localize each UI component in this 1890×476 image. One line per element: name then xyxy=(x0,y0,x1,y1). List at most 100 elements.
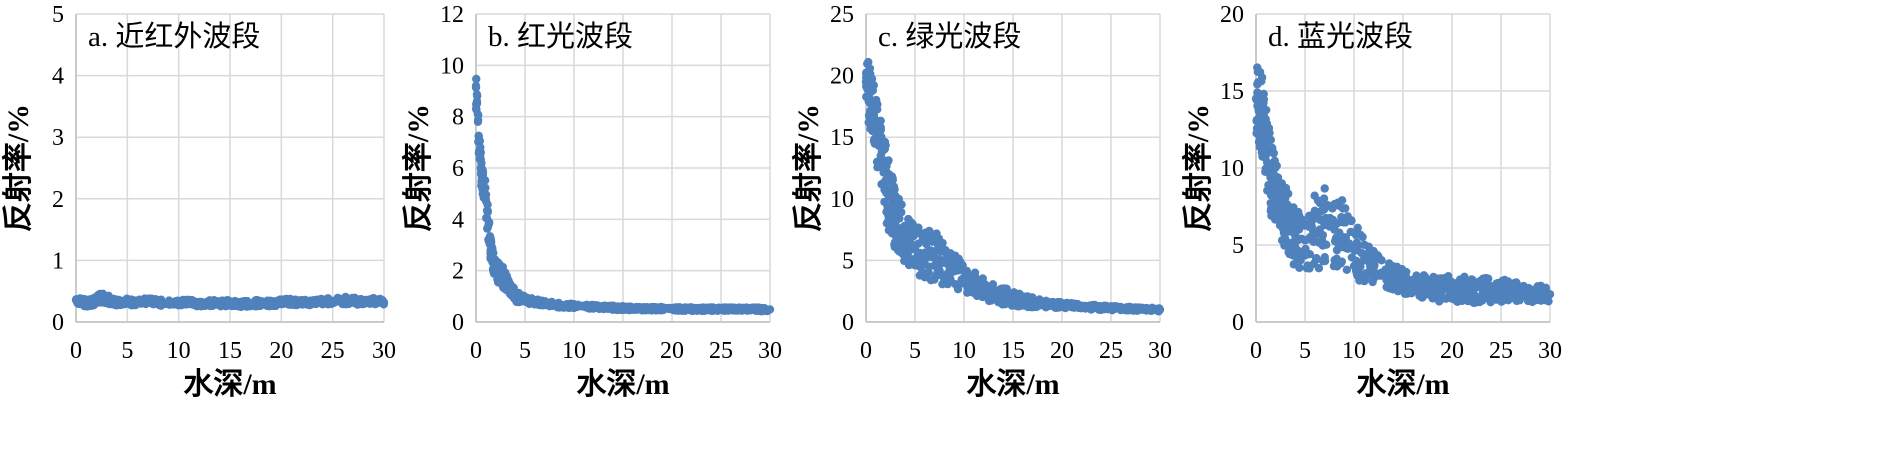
scatter-point xyxy=(908,219,917,229)
scatter-point xyxy=(1310,191,1319,200)
scatter-point xyxy=(349,296,358,306)
scatter-point xyxy=(876,151,885,160)
scatter-point xyxy=(1251,94,1261,103)
scatter-point xyxy=(1482,293,1492,302)
x-tick-label: 25 xyxy=(321,338,345,364)
scatter-point xyxy=(486,245,495,255)
y-tick-label: 2 xyxy=(52,187,64,213)
y-tick-label: 12 xyxy=(440,2,464,28)
scatter-point xyxy=(1276,202,1285,211)
tick-labels: 0 5 10 15 20 25 30 0 1 2 3 4 5 xyxy=(52,2,396,364)
scatter-point xyxy=(1313,213,1322,223)
scatter-point xyxy=(1352,266,1362,276)
scatter-point xyxy=(726,304,735,314)
y-tick-label: 10 xyxy=(1220,156,1244,182)
scatter-point xyxy=(918,232,927,241)
scatter-point xyxy=(1451,295,1460,305)
y-axis-title: 反射率/% xyxy=(1182,104,1215,232)
scatter-point xyxy=(746,304,755,314)
scatter-point xyxy=(479,184,489,193)
y-tick-label: 5 xyxy=(52,2,64,28)
scatter-point xyxy=(1254,102,1264,111)
scatter-point xyxy=(1398,277,1408,287)
scatter-point xyxy=(1253,78,1263,87)
scatter-point xyxy=(861,77,871,86)
scatter-point xyxy=(687,304,696,314)
scatter-point xyxy=(1142,305,1151,314)
scatter-point xyxy=(1545,290,1555,299)
scatter-point xyxy=(865,114,875,124)
scatter-point xyxy=(1253,63,1262,72)
scatter-point xyxy=(501,276,510,286)
x-tick-label: 25 xyxy=(709,338,733,364)
scatter-point xyxy=(1342,265,1352,274)
scatter-point xyxy=(925,226,934,236)
scatter-point xyxy=(1261,140,1271,150)
scatter-point xyxy=(1344,239,1354,248)
scatter-points xyxy=(471,74,775,316)
scatter-point xyxy=(970,268,980,277)
scatter-point xyxy=(496,269,505,278)
scatter-point xyxy=(864,89,874,99)
scatter-point xyxy=(225,298,235,308)
scatter-point xyxy=(1461,275,1470,285)
tick-labels: 0 5 10 15 20 25 30 0 5 10 15 20 xyxy=(1220,2,1562,364)
scatter-points xyxy=(71,289,389,312)
scatter-point xyxy=(476,143,485,152)
scatter-point xyxy=(1008,294,1018,303)
y-tick-label: 4 xyxy=(52,64,64,90)
scatter-point xyxy=(1067,298,1076,308)
scatter-point xyxy=(1341,218,1350,227)
x-tick-label: 15 xyxy=(218,338,242,364)
scatter-point xyxy=(266,299,276,308)
panel-title: a. 近红外波段 xyxy=(88,20,260,53)
grid xyxy=(865,13,1161,323)
y-axis-title: 反射率/% xyxy=(792,104,825,232)
scatter-point xyxy=(933,234,942,244)
scatter-point xyxy=(868,126,877,136)
x-axis-title: 水深/m xyxy=(576,368,669,401)
x-axis-title: 水深/m xyxy=(183,368,276,401)
scatter-point xyxy=(1377,256,1386,265)
scatter-point xyxy=(540,299,549,308)
scatter-point xyxy=(318,297,327,306)
scatter-point xyxy=(958,265,967,275)
scatter-point xyxy=(307,298,317,307)
scatter-point xyxy=(867,102,877,111)
scatter-point xyxy=(1281,184,1290,194)
scatter-point xyxy=(884,192,894,201)
y-tick-label: 20 xyxy=(1220,2,1244,28)
scatter-point xyxy=(920,256,929,265)
y-tick-label: 15 xyxy=(1220,79,1244,105)
scatter-point xyxy=(999,291,1008,301)
scatter-point xyxy=(1266,171,1275,180)
scatter-point xyxy=(1286,225,1295,234)
scatter-point xyxy=(1352,256,1361,266)
x-tick-label: 25 xyxy=(1099,338,1123,364)
scatter-point xyxy=(1274,208,1284,218)
scatter-point xyxy=(236,299,245,309)
scatter-point xyxy=(1443,274,1452,283)
scatter-point xyxy=(989,289,998,298)
scatter-point xyxy=(1287,214,1296,223)
scatter-point xyxy=(1277,236,1287,245)
scatter-point xyxy=(891,213,900,222)
x-tick-label: 30 xyxy=(372,338,396,364)
scatter-point xyxy=(1271,186,1280,196)
x-tick-label: 30 xyxy=(1538,338,1562,364)
scatter-point xyxy=(879,168,888,177)
scatter-point xyxy=(1447,285,1457,294)
scatter-point xyxy=(328,296,337,306)
scatter-point xyxy=(886,200,895,210)
scatter-point xyxy=(174,298,183,308)
scatter-point xyxy=(256,298,265,308)
y-tick-label: 0 xyxy=(1232,310,1244,336)
x-axis-title: 水深/m xyxy=(966,368,1059,401)
scatter-point xyxy=(719,304,728,314)
panel-c-green: 0 5 10 15 20 25 30 0 5 10 15 20 25 c. 绿光波段 水深/m 反射率/… xyxy=(792,2,1172,401)
scatter-point xyxy=(485,232,495,241)
y-tick-label: 5 xyxy=(842,248,854,274)
scatter-point xyxy=(1467,285,1476,294)
scatter-point xyxy=(1051,300,1060,309)
scatter-point xyxy=(924,262,934,271)
